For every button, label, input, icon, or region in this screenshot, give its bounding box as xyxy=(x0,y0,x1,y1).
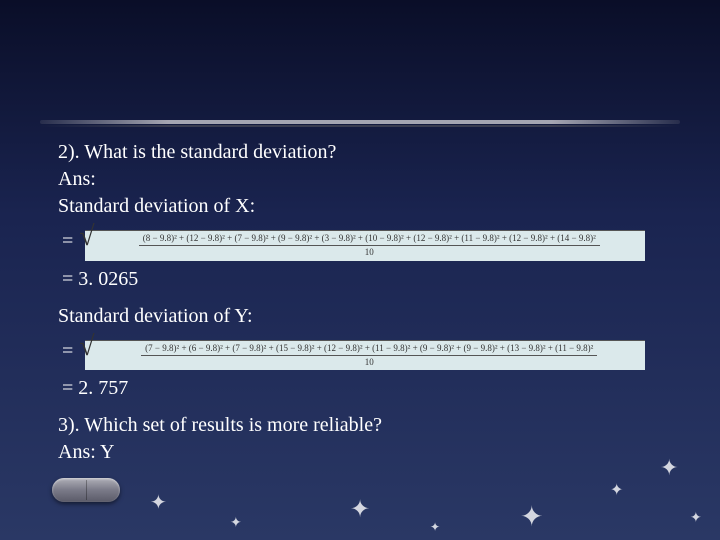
answer-label-1: Ans: xyxy=(58,167,680,192)
formula-y-numerator: (7 − 9.8)² + (6 − 9.8)² + (7 − 9.8)² + (… xyxy=(141,343,597,356)
formula-x-box: (8 − 9.8)² + (12 − 9.8)² + (7 − 9.8)² + … xyxy=(85,230,645,261)
question-3-answer: Ans: Y xyxy=(58,440,680,465)
star-icon: ✦ xyxy=(430,520,440,535)
radical-icon: √ xyxy=(79,329,94,364)
formula-x-denominator: 10 xyxy=(365,246,374,258)
sqrt-y: √ (7 − 9.8)² + (6 − 9.8)² + (7 − 9.8)² +… xyxy=(79,333,645,371)
formula-y-row: = √ (7 − 9.8)² + (6 − 9.8)² + (7 − 9.8)²… xyxy=(62,333,680,371)
formula-x-numerator: (8 − 9.8)² + (12 − 9.8)² + (7 − 9.8)² + … xyxy=(139,233,600,246)
star-icon: ✦ xyxy=(610,480,623,500)
star-icon: ✦ xyxy=(350,495,370,524)
header-divider xyxy=(40,120,680,124)
nav-pill-button[interactable] xyxy=(52,478,120,502)
slide-content: 2). What is the standard deviation? Ans:… xyxy=(58,140,680,467)
result-y: = 2. 757 xyxy=(62,376,680,401)
equals-sign: = xyxy=(62,339,73,364)
star-icon: ✦ xyxy=(690,510,702,527)
formula-y-box: (7 − 9.8)² + (6 − 9.8)² + (7 − 9.8)² + (… xyxy=(85,340,645,371)
std-y-label: Standard deviation of Y: xyxy=(58,304,680,329)
result-x: = 3. 0265 xyxy=(62,267,680,292)
star-icon: ✦ xyxy=(520,500,543,534)
question-3: 3). Which set of results is more reliabl… xyxy=(58,413,680,438)
sqrt-x: √ (8 − 9.8)² + (12 − 9.8)² + (7 − 9.8)² … xyxy=(79,223,645,261)
question-2: 2). What is the standard deviation? xyxy=(58,140,680,165)
star-icon: ✦ xyxy=(150,490,167,515)
formula-y-denominator: 10 xyxy=(365,356,374,368)
star-icon: ✦ xyxy=(230,515,242,532)
equals-sign: = xyxy=(62,229,73,254)
radical-icon: √ xyxy=(79,219,94,254)
formula-x-row: = √ (8 − 9.8)² + (12 − 9.8)² + (7 − 9.8)… xyxy=(62,223,680,261)
std-x-label: Standard deviation of X: xyxy=(58,194,680,219)
